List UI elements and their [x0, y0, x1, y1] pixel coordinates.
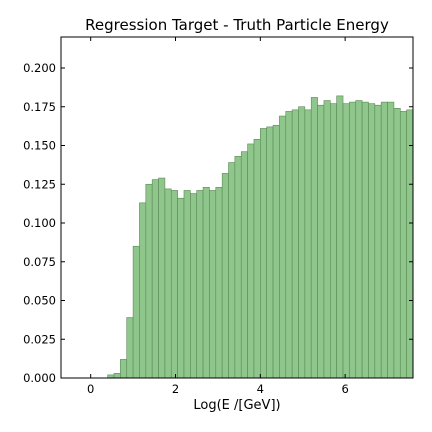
x-tick-label: 4: [257, 382, 264, 396]
y-tick-label: 0.125: [23, 177, 56, 191]
y-tick-label: 0.150: [23, 139, 56, 153]
y-tick-label: 0.025: [23, 332, 56, 346]
x-tick-label: 0: [87, 382, 94, 396]
chart-title: Regression Target - Truth Particle Energ…: [85, 16, 389, 34]
histogram-bar: [145, 183, 153, 378]
histogram-bar: [323, 100, 331, 378]
histogram-bar: [234, 156, 242, 378]
histogram-bar: [202, 187, 210, 378]
histogram-bar: [253, 139, 261, 378]
histogram-bar: [285, 111, 293, 378]
histogram-bar: [190, 193, 198, 378]
histogram-bar: [164, 188, 172, 378]
x-axis-label: Log(E /[GeV]): [193, 398, 280, 413]
histogram-bar: [113, 373, 121, 378]
x-tick-label: 2: [172, 382, 179, 396]
histogram-bar: [317, 104, 325, 378]
histogram-bar: [177, 197, 185, 378]
histogram-bar: [151, 179, 159, 378]
histogram-bar: [126, 317, 134, 378]
plot-frame: [60, 36, 414, 379]
histogram-bar: [336, 95, 344, 378]
histogram-bar: [228, 162, 236, 378]
histogram-bar: [330, 103, 337, 378]
histogram-bar: [272, 125, 280, 378]
histogram-bar: [120, 359, 128, 378]
bars-group: [107, 95, 425, 378]
histogram-bar: [279, 115, 287, 378]
histogram-bar: [260, 128, 267, 378]
histogram-bar: [412, 104, 413, 378]
y-tick-label: 0.175: [23, 100, 56, 114]
histogram-bar: [393, 108, 401, 378]
x-tick-label: 6: [341, 382, 348, 396]
y-tick-label: 0.000: [23, 371, 56, 385]
histogram-bar: [380, 101, 388, 378]
y-tick-label: 0.100: [23, 216, 56, 230]
histogram-bar: [361, 101, 369, 378]
histogram-bar: [291, 109, 299, 378]
histogram-bar: [298, 106, 306, 378]
histogram-bar: [183, 190, 191, 378]
histogram-bar: [355, 100, 363, 378]
histogram-bar: [170, 190, 178, 378]
histogram-bar: [247, 143, 255, 378]
y-tick-label: 0.075: [23, 255, 56, 269]
histogram-bar: [374, 104, 382, 378]
histogram-bar: [221, 173, 229, 378]
histogram-bar: [158, 177, 166, 378]
histogram-bar: [349, 101, 357, 378]
histogram-bar: [406, 109, 413, 378]
y-tick-label: 0.200: [23, 61, 56, 75]
histogram-bar: [399, 111, 407, 378]
histogram-bar: [387, 101, 395, 378]
y-tick-label: 0.050: [23, 294, 56, 308]
histogram-bar: [368, 103, 376, 378]
histogram-bar: [266, 126, 274, 378]
ticks-group: 0.000 0.025 0.050 0.075 0.100 0.125 0.150 0.175…: [23, 37, 413, 396]
histogram-bar: [139, 202, 147, 378]
histogram-bar: [304, 109, 312, 378]
histogram-bar: [240, 151, 248, 378]
histogram-bar: [419, 107, 425, 378]
histogram-bar: [215, 187, 223, 378]
histogram-bar: [209, 190, 217, 378]
histogram-bar: [310, 97, 318, 378]
histogram-bar: [342, 103, 350, 378]
histogram-bar: [196, 190, 204, 378]
histogram-bar: [132, 245, 140, 378]
